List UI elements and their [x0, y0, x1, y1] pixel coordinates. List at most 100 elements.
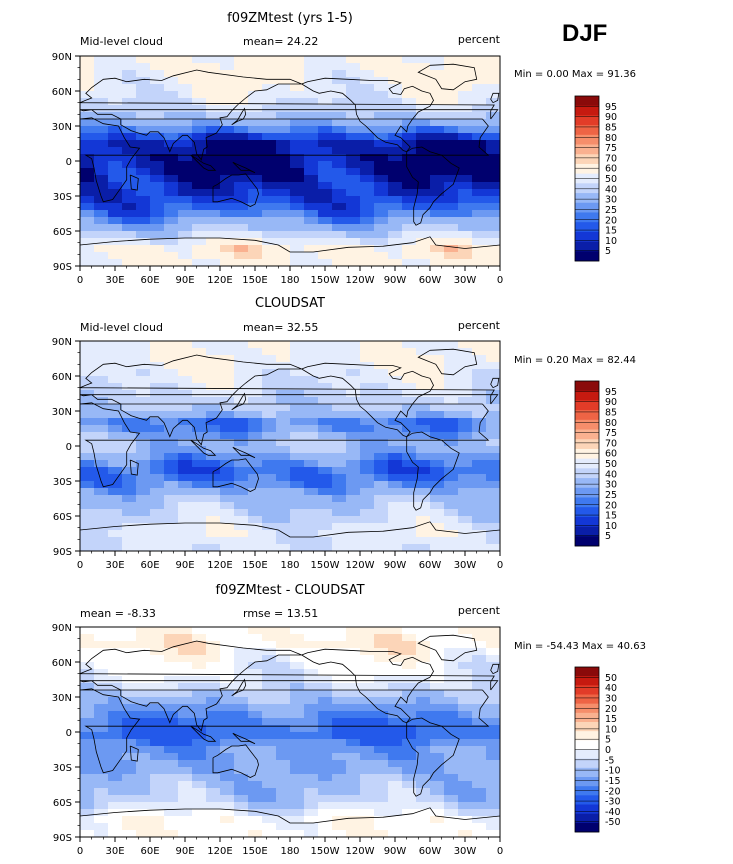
field-cell — [220, 238, 235, 246]
field-cell — [80, 795, 95, 803]
field-cell — [486, 432, 500, 440]
field-cell — [374, 544, 389, 551]
field-cell — [472, 627, 487, 635]
field-cell — [290, 460, 305, 468]
field-cell — [178, 460, 193, 468]
field-cell — [360, 133, 375, 141]
field-cell — [136, 376, 151, 384]
field-cell — [388, 774, 403, 782]
colorbar-label: 5 — [605, 735, 611, 746]
field-cell — [318, 105, 333, 113]
field-cell — [276, 676, 291, 684]
field-cell — [360, 830, 375, 837]
field-cell — [318, 523, 333, 531]
field-cell — [80, 655, 95, 663]
field-cell — [458, 767, 473, 775]
field-cell — [318, 446, 333, 454]
field-cell — [262, 411, 277, 419]
field-cell — [304, 245, 319, 253]
field-cell — [486, 446, 500, 454]
coastline — [129, 459, 139, 476]
field-cell — [374, 634, 389, 642]
field-cell — [108, 774, 123, 782]
field-cell — [178, 823, 193, 831]
field-cell — [178, 718, 193, 726]
field-cell — [262, 369, 277, 377]
field-cell — [332, 648, 347, 656]
field-cell — [234, 210, 249, 218]
field-cell — [80, 168, 95, 176]
field-cell — [80, 238, 95, 246]
colorbar-label: 50 — [605, 673, 617, 684]
field-cell — [416, 823, 431, 831]
field-cell — [374, 795, 389, 803]
field-cell — [472, 231, 487, 239]
x-tick-label: 30E — [105, 560, 124, 571]
field-cell — [206, 683, 221, 691]
field-cell — [318, 245, 333, 253]
field-cell — [458, 147, 473, 155]
field-cell — [150, 231, 165, 239]
field-cell — [164, 203, 179, 211]
field-cell — [444, 245, 459, 253]
field-cell — [318, 627, 333, 635]
field-cell — [192, 544, 207, 551]
field-cell — [80, 397, 95, 405]
field-cell — [164, 523, 179, 531]
field-cell — [164, 634, 179, 642]
field-cell — [136, 774, 151, 782]
x-tick-label: 120W — [346, 846, 375, 857]
field-cell — [80, 732, 95, 740]
field-cell — [360, 210, 375, 218]
field-cell — [136, 655, 151, 663]
field-cell — [122, 98, 137, 106]
field-cell — [192, 760, 207, 768]
field-cell — [472, 544, 487, 551]
field-cell — [458, 662, 473, 670]
field-cell — [318, 252, 333, 260]
field-cell — [472, 404, 487, 412]
field-cell — [472, 376, 487, 384]
field-cell — [388, 369, 403, 377]
field-cell — [220, 404, 235, 412]
field-cell — [416, 112, 431, 120]
field-cell — [444, 63, 459, 71]
field-cell — [136, 544, 151, 551]
field-cell — [430, 355, 445, 363]
field-cell — [192, 523, 207, 531]
field-cell — [276, 495, 291, 503]
field-cell — [178, 154, 193, 162]
field-cell — [458, 453, 473, 461]
field-cell — [248, 175, 263, 183]
field-cell — [472, 245, 487, 253]
field-cell — [80, 161, 95, 169]
field-cell — [388, 210, 403, 218]
field-cell — [206, 537, 221, 545]
field-cell — [220, 830, 235, 837]
field-cell — [374, 203, 389, 211]
field-cell — [150, 126, 165, 134]
field-cell — [94, 252, 109, 260]
field-cell — [458, 154, 473, 162]
field-cell — [430, 224, 445, 232]
field-cell — [416, 690, 431, 698]
field-cell — [220, 460, 235, 468]
field-cell — [234, 77, 249, 85]
field-cell — [136, 140, 151, 148]
field-cell — [192, 217, 207, 225]
colorbar-label: 10 — [605, 724, 617, 735]
field-cell — [388, 133, 403, 141]
field-cell — [290, 523, 305, 531]
field-cell — [80, 369, 95, 377]
field-cell — [150, 530, 165, 538]
field-cell — [80, 739, 95, 747]
field-cell — [332, 830, 347, 837]
field-cell — [290, 446, 305, 454]
field-cell — [304, 544, 319, 551]
field-cell — [444, 91, 459, 99]
field-cell — [486, 245, 500, 253]
field-cell — [192, 516, 207, 524]
colorbar-swatch — [575, 96, 599, 107]
field-cell — [192, 530, 207, 538]
